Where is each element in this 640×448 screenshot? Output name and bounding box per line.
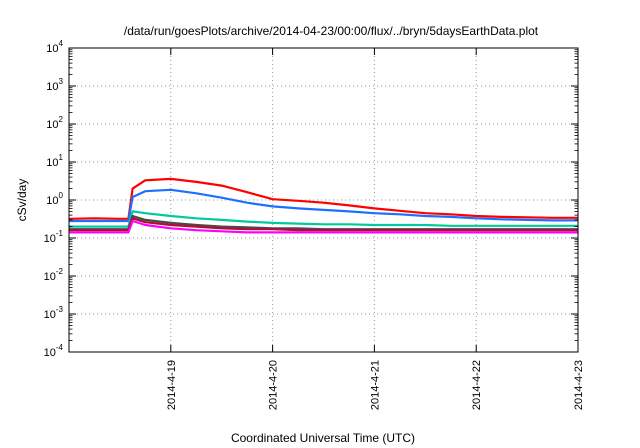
x-tick-label: 2014-4-21 — [369, 360, 381, 410]
series-line — [69, 210, 578, 228]
x-tick-label: 2014-4-19 — [166, 360, 178, 410]
y-tick-label: 104 — [46, 39, 63, 55]
x-tick-labels: 2014-4-19 2014-4-20 2014-4-21 2014-4-22 2014… — [166, 360, 585, 410]
x-tick-label: 2014-4-23 — [573, 360, 585, 410]
y-tick-label: 10-3 — [44, 305, 64, 321]
x-tick-label: 2014-4-22 — [471, 360, 483, 410]
y-tick-label: 103 — [46, 77, 63, 93]
y-axis-label: cSv/day — [15, 179, 29, 222]
y-tick-label: 10-1 — [44, 229, 64, 245]
y-tick-labels: 10-4 10-3 10-2 10-1 100 101 102 103 104 — [44, 39, 64, 359]
series-line — [69, 219, 578, 234]
ticks — [69, 47, 579, 353]
y-tick-label: 101 — [46, 153, 63, 169]
y-tick-label: 10-2 — [44, 267, 64, 283]
series-layer — [68, 177, 578, 234]
y-tick-label: 100 — [46, 191, 63, 207]
x-axis-label: Coordinated Universal Time (UTC) — [231, 431, 415, 445]
series-line — [69, 188, 578, 223]
grid — [69, 48, 578, 352]
y-tick-label: 102 — [46, 115, 63, 131]
chart-title: /data/run/goesPlots/archive/2014-04-23/0… — [124, 24, 539, 38]
x-tick-label: 2014-4-20 — [268, 360, 280, 410]
y-tick-label: 10-4 — [44, 343, 64, 359]
